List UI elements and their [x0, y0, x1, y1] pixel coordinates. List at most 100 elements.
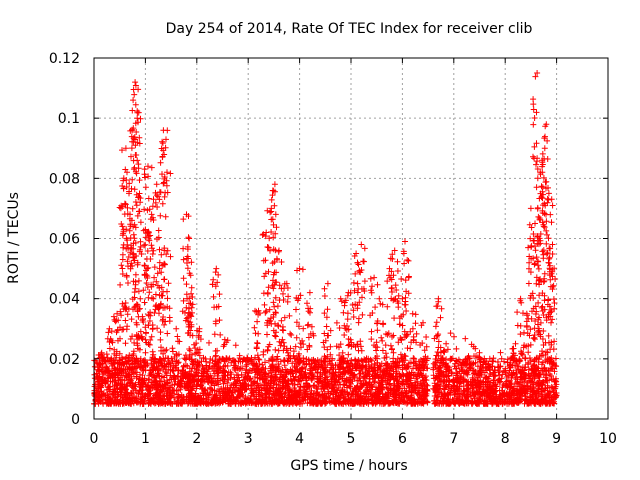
- data-point: [150, 247, 157, 254]
- data-point: [267, 398, 274, 405]
- data-point: [194, 327, 201, 334]
- data-point: [166, 305, 173, 312]
- data-point: [126, 352, 133, 359]
- data-point: [150, 295, 157, 302]
- data-point: [180, 256, 187, 263]
- data-point: [144, 273, 151, 280]
- data-point: [166, 388, 173, 395]
- data-point: [157, 384, 164, 391]
- data-point: [197, 336, 204, 343]
- data-point: [277, 358, 284, 365]
- data-point: [137, 219, 144, 226]
- data-point: [166, 314, 173, 321]
- data-point: [97, 398, 104, 405]
- data-point: [404, 377, 410, 384]
- data-point: [212, 269, 219, 276]
- data-point: [252, 307, 258, 314]
- data-point: [453, 372, 460, 379]
- data-point: [193, 340, 200, 347]
- data-point: [430, 372, 437, 379]
- data-point: [167, 253, 174, 260]
- data-point: [118, 354, 125, 361]
- data-point: [279, 326, 286, 333]
- data-point: [266, 306, 273, 313]
- data-point: [149, 251, 156, 257]
- data-point: [164, 169, 170, 176]
- data-point: [133, 355, 140, 362]
- data-point: [382, 350, 389, 357]
- data-point: [405, 395, 412, 402]
- data-point: [243, 375, 249, 382]
- data-point: [205, 399, 212, 406]
- data-point: [135, 165, 142, 172]
- data-point: [297, 400, 304, 407]
- data-point: [302, 369, 309, 376]
- data-point: [120, 177, 127, 184]
- data-point: [268, 394, 275, 401]
- data-point: [210, 293, 217, 300]
- data-point: [185, 384, 192, 391]
- data-point: [129, 127, 136, 134]
- data-point: [164, 330, 171, 337]
- data-point: [132, 369, 139, 376]
- data-point: [132, 303, 139, 310]
- data-point: [451, 333, 457, 340]
- data-point: [253, 344, 260, 351]
- data-point: [318, 400, 325, 407]
- data-point: [521, 378, 528, 385]
- data-point: [158, 378, 164, 385]
- data-point: [271, 303, 278, 310]
- data-point: [251, 366, 258, 373]
- data-point: [117, 368, 124, 374]
- data-point: [462, 356, 469, 363]
- data-point: [217, 331, 224, 338]
- data-point: [305, 356, 312, 363]
- data-point: [281, 357, 288, 364]
- data-point: [435, 366, 442, 373]
- data-point: [268, 208, 275, 215]
- data-point: [553, 381, 560, 388]
- data-point: [149, 214, 156, 221]
- data-point: [130, 348, 137, 355]
- data-point: [290, 348, 297, 355]
- data-point: [151, 274, 158, 281]
- data-point: [152, 189, 159, 196]
- data-point: [145, 173, 152, 180]
- data-point: [149, 203, 156, 210]
- data-point: [176, 338, 183, 345]
- data-point: [267, 363, 274, 370]
- data-point: [272, 346, 279, 353]
- data-point: [216, 356, 223, 363]
- data-point: [131, 257, 138, 264]
- data-point: [171, 354, 178, 360]
- data-point: [187, 319, 194, 326]
- data-point: [525, 361, 531, 367]
- data-point: [110, 390, 117, 397]
- data-point: [472, 345, 479, 352]
- data-point: [158, 284, 165, 291]
- data-point: [134, 261, 141, 268]
- data-point: [436, 383, 443, 390]
- data-point: [158, 269, 165, 276]
- data-point: [139, 387, 146, 394]
- data-point: [118, 384, 125, 391]
- data-point: [210, 276, 217, 283]
- data-point: [161, 400, 168, 407]
- data-point: [251, 324, 258, 331]
- data-point: [132, 79, 139, 86]
- data-point: [128, 260, 135, 267]
- data-point: [136, 208, 143, 215]
- data-point: [359, 382, 366, 389]
- data-point: [470, 360, 477, 367]
- data-point: [271, 181, 278, 188]
- data-point: [114, 396, 121, 403]
- data-point: [180, 216, 187, 223]
- data-point: [455, 397, 462, 404]
- data-point: [495, 377, 501, 384]
- data-point: [291, 364, 298, 371]
- data-point: [133, 319, 140, 326]
- data-point: [253, 393, 260, 400]
- data-point: [453, 345, 460, 352]
- data-point: [472, 391, 479, 398]
- data-point: [184, 265, 191, 272]
